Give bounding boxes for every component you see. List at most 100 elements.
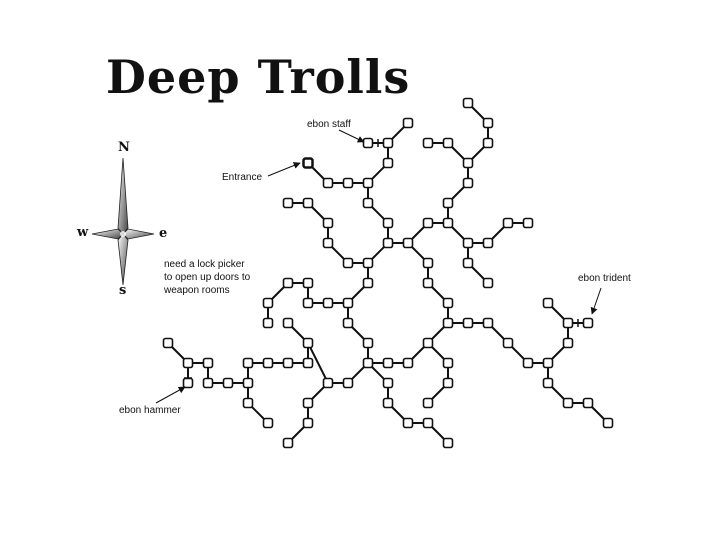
room [522,217,534,229]
room [382,357,394,369]
room [502,217,514,229]
ebon-trident-arrow [590,287,602,315]
room [322,237,334,249]
room [342,377,354,389]
room [402,237,414,249]
room [362,257,374,269]
room [242,357,254,369]
room [362,337,374,349]
room [422,257,434,269]
room [262,297,274,309]
room [502,337,514,349]
corridor [307,342,329,384]
room [442,197,454,209]
compass-north-label: N [118,140,130,155]
entrance-label: Entrance [222,172,263,183]
room [182,377,194,389]
room [382,217,394,229]
room [442,437,454,449]
room [402,357,414,369]
ebon-trident-label: ebon trident [578,273,631,284]
lock-picker-note: need a lock picker to open up doors to w… [164,259,251,296]
room [482,317,494,329]
entrance-arrow [267,162,301,177]
room [282,277,294,289]
room [382,157,394,169]
room [462,97,474,109]
room [422,337,434,349]
room [342,297,354,309]
room [302,357,314,369]
room [362,277,374,289]
room [462,317,474,329]
room [322,177,334,189]
room [422,217,434,229]
room [442,317,454,329]
room [522,357,534,369]
room [342,257,354,269]
room [382,377,394,389]
compass-rose [91,157,155,286]
room [422,417,434,429]
room [482,117,494,129]
room [462,257,474,269]
room [182,357,194,369]
room [402,117,414,129]
room [302,197,314,209]
room [262,417,274,429]
room [582,397,594,409]
room [302,417,314,429]
room [442,377,454,389]
room [342,177,354,189]
room [562,337,574,349]
room [242,377,254,389]
ebon-staff-arrow [338,129,365,143]
room [322,297,334,309]
room [302,277,314,289]
room [542,377,554,389]
room [162,337,174,349]
room [482,237,494,249]
ebon-hammer-label: ebon hammer [119,405,181,416]
ebon-hammer-arrow [155,386,186,404]
room [382,397,394,409]
compass-west-label: w [77,225,89,240]
room [322,377,334,389]
room [302,337,314,349]
room [262,317,274,329]
room [422,397,434,409]
room [242,397,254,409]
room [362,357,374,369]
compass-east-label: e [159,226,168,241]
room [602,417,614,429]
room [542,297,554,309]
room [462,177,474,189]
room [222,377,234,389]
room [202,357,214,369]
room [382,137,394,149]
room [562,317,574,329]
room [422,137,434,149]
map-title: Deep Trolls [106,50,411,104]
room [362,177,374,189]
room [542,357,554,369]
room [462,157,474,169]
locked-doors [184,139,579,379]
room [382,237,394,249]
room [362,137,374,149]
room [402,417,414,429]
room [462,237,474,249]
room [202,377,214,389]
room [302,297,314,309]
room [282,357,294,369]
room [282,317,294,329]
room [582,317,594,329]
room [282,197,294,209]
room [362,197,374,209]
room [322,217,334,229]
entrance-room [302,157,314,169]
room [282,437,294,449]
room [562,397,574,409]
room [302,397,314,409]
